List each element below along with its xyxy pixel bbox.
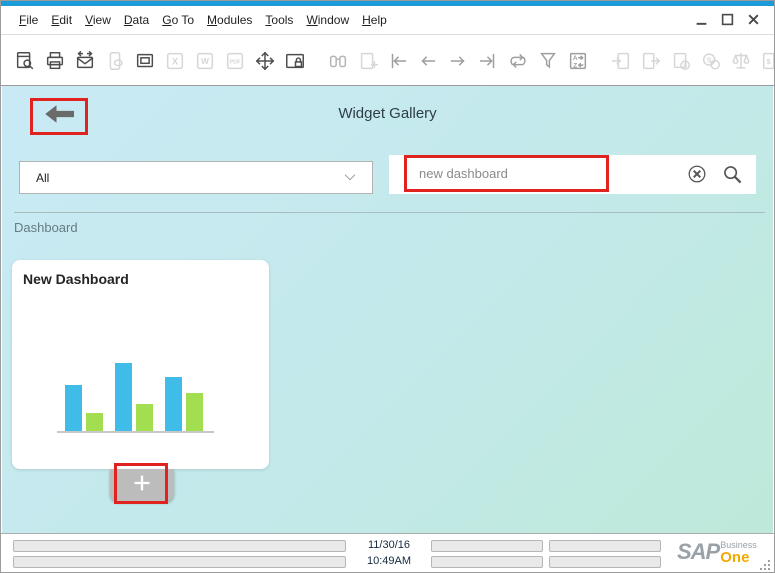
chart-bar-blue xyxy=(115,363,132,431)
toolbar-divider xyxy=(1,85,774,86)
window-controls xyxy=(694,12,760,26)
card-bar-chart xyxy=(57,363,215,431)
sms-icon[interactable] xyxy=(104,50,126,72)
svg-text:$: $ xyxy=(767,57,771,66)
print-icon[interactable] xyxy=(44,50,66,72)
add-widget-button[interactable] xyxy=(110,469,174,501)
chart-bar-group xyxy=(65,385,103,431)
logo-sap-text: SAP xyxy=(677,539,720,564)
menu-item-file[interactable]: File xyxy=(19,13,39,27)
lock-screen-icon[interactable] xyxy=(284,50,306,72)
svg-text:W: W xyxy=(201,57,209,66)
status-field xyxy=(13,540,346,552)
scale-icon[interactable] xyxy=(730,50,752,72)
refresh-icon[interactable] xyxy=(507,50,529,72)
back-button[interactable] xyxy=(30,98,88,135)
chart-bar-green xyxy=(86,413,103,431)
copy-frame-icon[interactable] xyxy=(134,50,156,72)
search-panel: new dashboard xyxy=(389,155,756,194)
payment-in-icon[interactable] xyxy=(610,50,632,72)
section-divider xyxy=(14,212,765,213)
coins-icon[interactable]: S xyxy=(700,50,722,72)
previous-record-icon[interactable] xyxy=(417,50,439,72)
export-excel-icon[interactable]: X xyxy=(164,50,186,72)
status-field xyxy=(549,556,661,568)
menu-item-tools[interactable]: Tools xyxy=(265,13,294,27)
close-icon[interactable] xyxy=(746,12,760,26)
menu-divider xyxy=(1,34,774,35)
chart-bar-group xyxy=(165,377,203,431)
menu-bar: File Edit View Data Go To Modules Tools Window H… xyxy=(1,6,774,34)
email-icon[interactable] xyxy=(74,50,96,72)
add-record-icon[interactable] xyxy=(357,50,379,72)
menu-item-edit[interactable]: Edit xyxy=(51,13,73,27)
menu-item-window[interactable]: Window xyxy=(306,13,350,27)
export-pdf-icon[interactable]: PDF xyxy=(224,50,246,72)
status-bar: 11/30/16 10:49AM SAP Business One xyxy=(1,533,774,572)
svg-text:A: A xyxy=(573,55,578,62)
move-icon[interactable] xyxy=(254,50,276,72)
resize-grip[interactable] xyxy=(759,559,771,571)
payment-out-icon[interactable] xyxy=(640,50,662,72)
menu-item-help[interactable]: Help xyxy=(362,13,387,27)
svg-text:Z: Z xyxy=(573,62,577,69)
page-title: Widget Gallery xyxy=(338,105,437,122)
logo-one-text: One xyxy=(720,549,750,566)
menu-item-modules[interactable]: Modules xyxy=(207,13,253,27)
dropdown-selected-value: All xyxy=(36,170,50,185)
section-label: Dashboard xyxy=(14,220,78,235)
status-field xyxy=(431,540,543,552)
sap-business-one-logo: SAP Business One xyxy=(677,539,757,566)
first-record-icon[interactable] xyxy=(387,50,409,72)
minimize-icon[interactable] xyxy=(694,12,708,26)
card-title: New Dashboard xyxy=(23,271,129,287)
logo-business-text: Business xyxy=(720,540,757,550)
status-date: 11/30/16 xyxy=(367,539,410,551)
document-dollar-icon[interactable]: $ xyxy=(670,50,692,72)
svg-text:PDF: PDF xyxy=(230,59,242,65)
next-record-icon[interactable] xyxy=(447,50,469,72)
chart-bar-blue xyxy=(165,377,182,431)
back-arrow-icon xyxy=(44,104,74,129)
find-icon[interactable] xyxy=(327,50,349,72)
maximize-icon[interactable] xyxy=(720,12,734,26)
clear-search-icon[interactable] xyxy=(686,163,708,185)
preview-document-icon[interactable] xyxy=(14,50,36,72)
last-record-icon[interactable] xyxy=(477,50,499,72)
status-time: 10:49AM xyxy=(366,555,412,567)
plus-icon xyxy=(132,473,152,498)
status-field xyxy=(431,556,543,568)
chart-bar-green xyxy=(136,404,153,431)
svg-text:$: $ xyxy=(683,62,687,69)
svg-text:X: X xyxy=(172,57,179,67)
status-field xyxy=(549,540,661,552)
menu-item-go-to[interactable]: Go To xyxy=(162,13,195,27)
chevron-down-icon xyxy=(342,170,358,186)
chart-baseline xyxy=(57,431,214,433)
dashboard-widget-card[interactable]: New Dashboard xyxy=(12,260,269,469)
menu-item-data[interactable]: Data xyxy=(123,13,150,27)
window-title-strip xyxy=(1,1,774,6)
search-input-value: new dashboard xyxy=(419,166,508,181)
search-input[interactable]: new dashboard xyxy=(404,155,609,192)
search-icon[interactable] xyxy=(721,163,743,185)
chart-bar-group xyxy=(115,363,153,431)
category-filter-dropdown[interactable]: All xyxy=(19,161,373,194)
window-dollar-icon[interactable]: $ xyxy=(760,50,774,72)
status-field xyxy=(13,556,346,568)
widget-gallery-panel: Widget Gallery All new dashboard Dashboa… xyxy=(2,86,773,533)
chart-bar-blue xyxy=(65,385,82,431)
menu-item-view[interactable]: View xyxy=(85,13,111,27)
export-word-icon[interactable]: W xyxy=(194,50,216,72)
svg-text:S: S xyxy=(707,55,712,64)
filter-icon[interactable] xyxy=(537,50,559,72)
chart-bar-green xyxy=(186,393,203,431)
